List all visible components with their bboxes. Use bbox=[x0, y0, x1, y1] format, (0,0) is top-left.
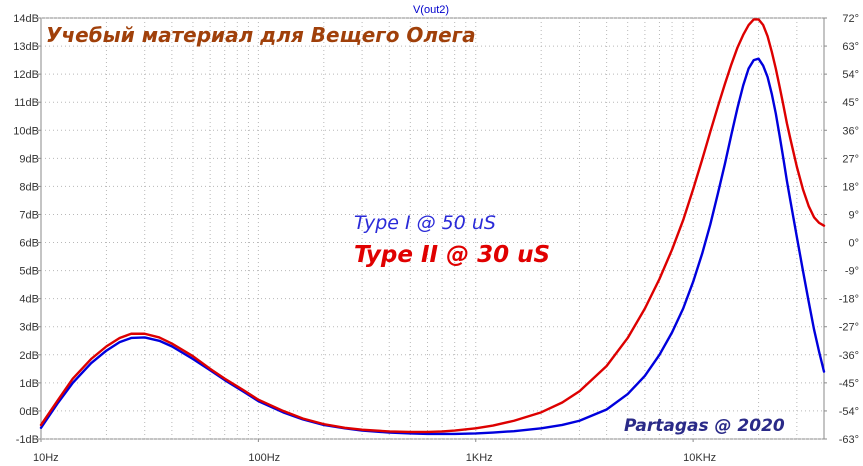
plot-area bbox=[40, 17, 825, 440]
y-left-tick-label: 10dB bbox=[13, 125, 39, 137]
y-left-tick-label: 6dB bbox=[19, 238, 39, 250]
y-right-tick-label: 0° bbox=[848, 238, 859, 250]
y-right-tick-label: 36° bbox=[842, 125, 859, 137]
series-line-2 bbox=[39, 18, 826, 434]
y-left-tick-label: 11dB bbox=[14, 97, 39, 109]
y-left-tick-label: 2dB bbox=[19, 350, 39, 362]
y-left-tick-label: 0dB bbox=[19, 406, 39, 418]
y-right-tick-label: 18° bbox=[842, 181, 859, 193]
y-right-tick-label: 72° bbox=[842, 13, 859, 25]
x-tick-label: 1KHz bbox=[466, 452, 493, 464]
x-tick-label: 10KHz bbox=[683, 452, 716, 464]
trace-title[interactable]: V(out2) bbox=[413, 4, 449, 16]
y-right-tick-label: -18° bbox=[839, 294, 859, 306]
y-right-tick-label: -45° bbox=[839, 378, 859, 390]
y-left-tick-label: 3dB bbox=[19, 322, 39, 334]
chart-annotation-title: Учебый материал для Вещего Олега bbox=[46, 23, 476, 47]
y-right-tick-label: -9° bbox=[845, 266, 859, 278]
y-left-tick-label: 7dB bbox=[19, 209, 39, 221]
x-tick-label: 10Hz bbox=[33, 452, 59, 464]
y-right-tick-label: -63° bbox=[839, 434, 859, 446]
series-line-1 bbox=[39, 57, 826, 436]
y-right-tick-label: 9° bbox=[848, 209, 859, 221]
y-axis-right: -63° -54° -45° -36° -27° -18° -9° 0° 9° 18° 27° 36°… bbox=[824, 13, 859, 446]
y-right-tick-label: -27° bbox=[839, 322, 859, 334]
y-left-tick-label: 8dB bbox=[19, 181, 39, 193]
y-right-tick-label: -54° bbox=[839, 406, 859, 418]
y-right-tick-label: 54° bbox=[842, 69, 859, 81]
author-credit: Partagas @ 2020 bbox=[624, 416, 785, 436]
x-axis: 10Hz 100Hz 1KHz 10KHz bbox=[33, 439, 716, 464]
y-left-tick-label: 5dB bbox=[19, 266, 39, 278]
y-right-tick-label: 45° bbox=[842, 97, 859, 109]
y-left-tick-label: 9dB bbox=[19, 153, 39, 165]
y-left-tick-label: 12dB bbox=[13, 69, 39, 81]
y-left-tick-label: 14dB bbox=[13, 13, 39, 25]
y-left-tick-label: 1dB bbox=[19, 378, 39, 390]
x-tick-label: 100Hz bbox=[248, 452, 280, 464]
y-right-tick-label: 63° bbox=[842, 41, 859, 53]
legend-type1-label: Type I @ 50 uS bbox=[354, 212, 496, 234]
series-layer bbox=[39, 18, 826, 436]
legend-type2-label: Type II @ 30 uS bbox=[354, 242, 550, 268]
y-left-tick-label: 13dB bbox=[13, 41, 39, 53]
y-left-tick-label: 4dB bbox=[19, 294, 39, 306]
y-left-tick-label: -1dB bbox=[16, 434, 39, 446]
y-axis-left: -1dB 0dB 1dB 2dB 3dB 4dB 5dB 6dB 7dB 8dB 9dB 10dB 11… bbox=[13, 13, 41, 446]
y-right-tick-label: -36° bbox=[839, 350, 859, 362]
y-right-tick-label: 27° bbox=[842, 153, 859, 165]
